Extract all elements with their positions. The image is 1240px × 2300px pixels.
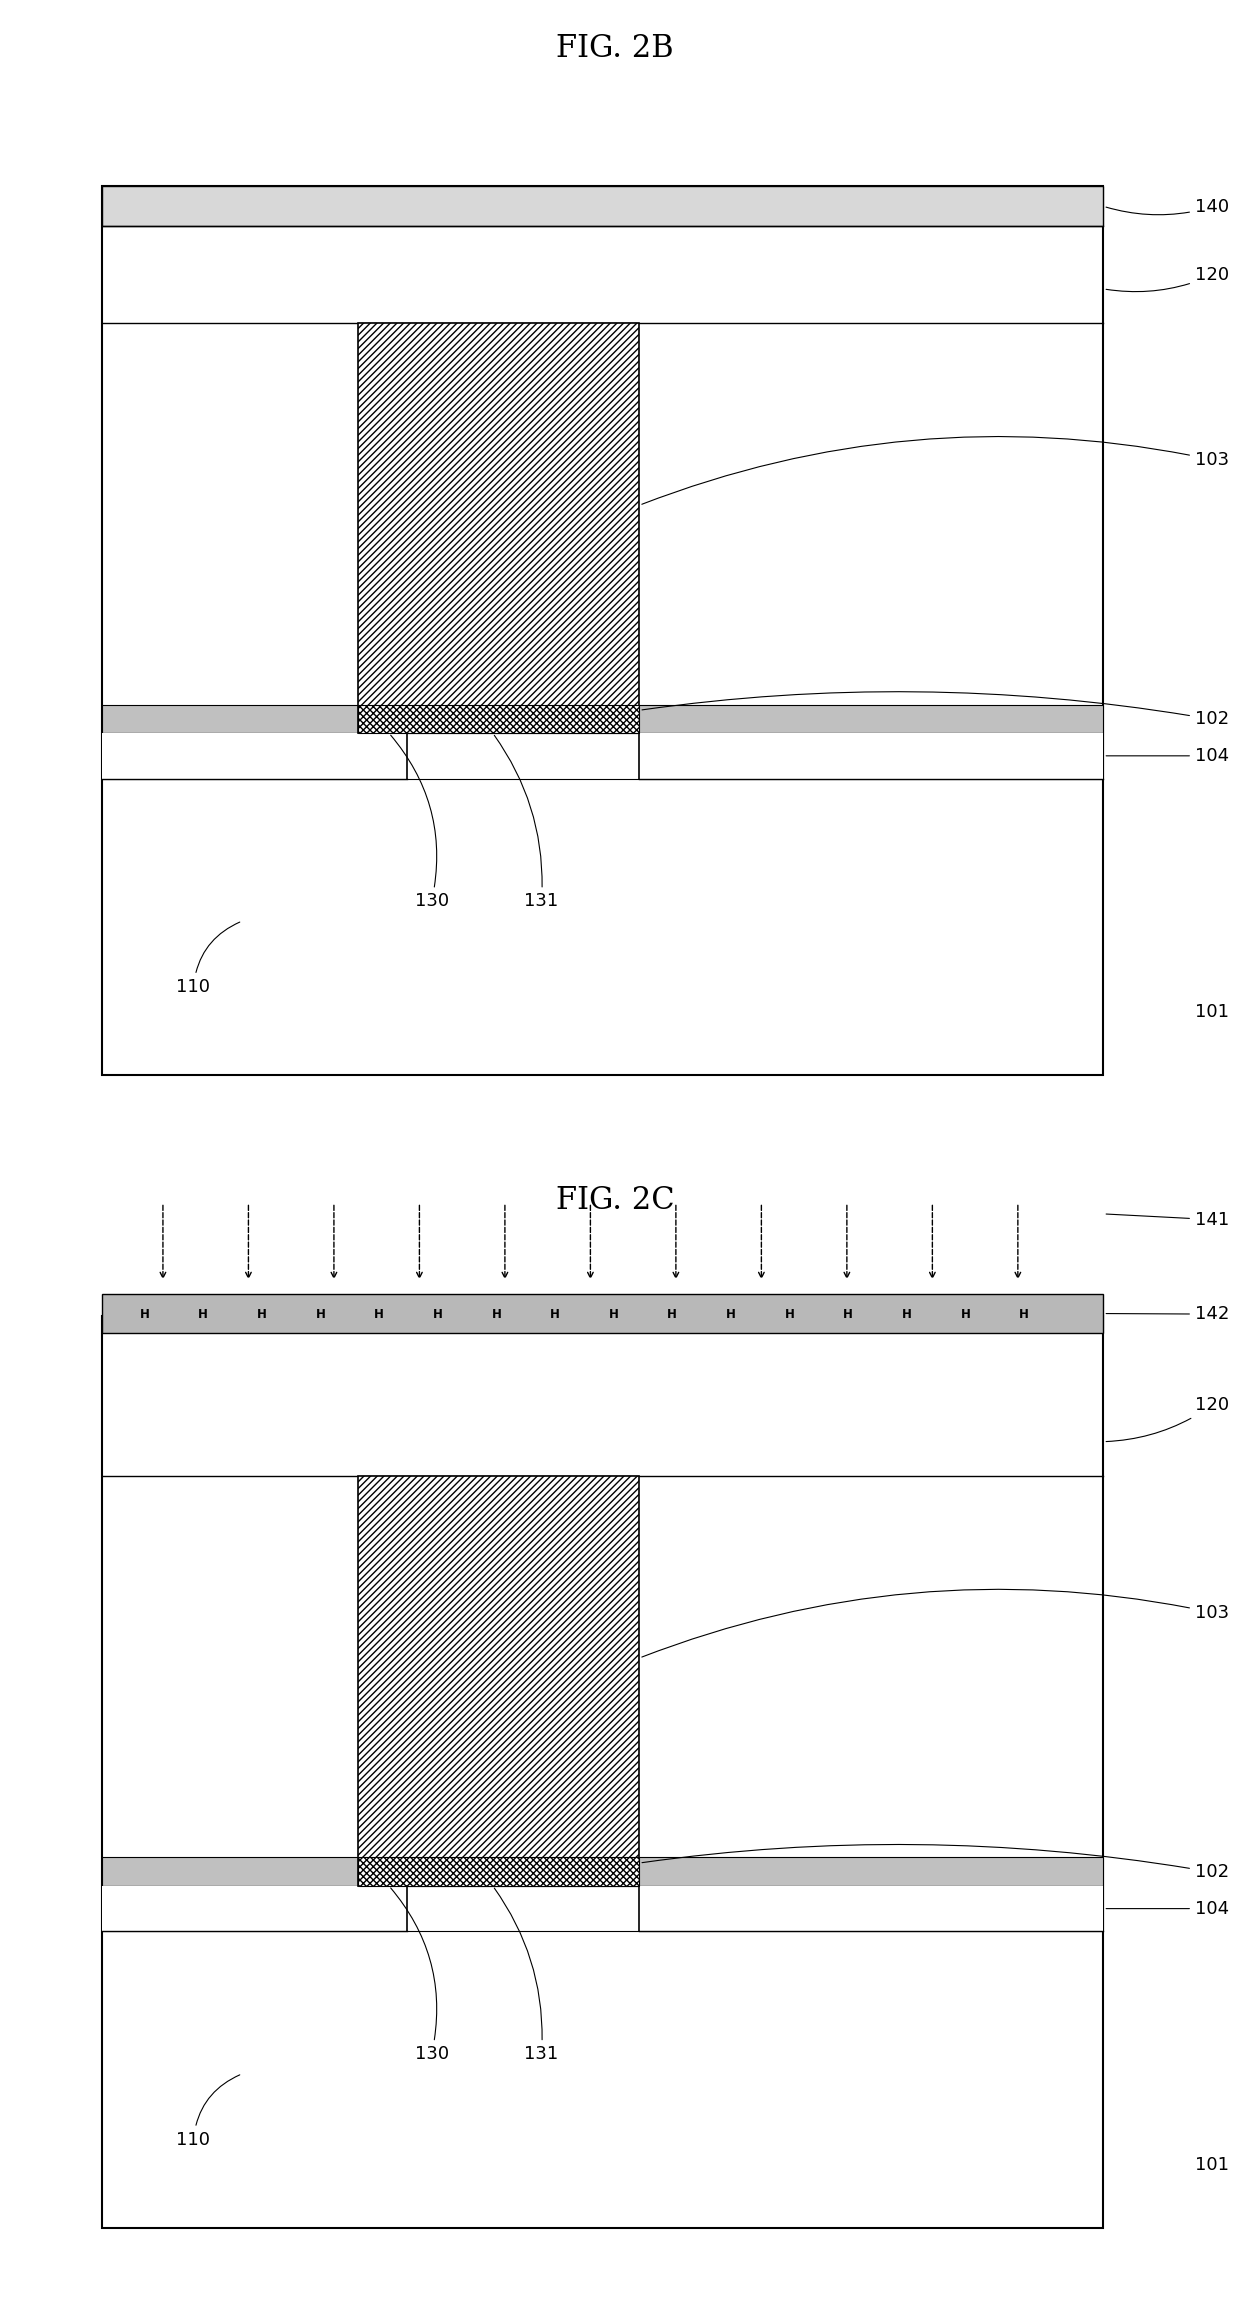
Bar	[102, 734, 407, 780]
Text: 101: 101	[1195, 1003, 1229, 1021]
Bar	[102, 186, 1104, 225]
Text: 104: 104	[1106, 748, 1229, 766]
Text: 131: 131	[495, 736, 559, 911]
Bar	[102, 1886, 407, 1932]
Text: 101: 101	[1195, 2155, 1229, 2173]
Text: 103: 103	[642, 1589, 1229, 1656]
Text: FIG. 2B: FIG. 2B	[556, 32, 673, 64]
Text: 120: 120	[1106, 267, 1229, 292]
Text: 131: 131	[495, 1888, 559, 2063]
Text: H: H	[198, 1309, 208, 1320]
Text: H: H	[785, 1309, 795, 1320]
Bar	[102, 1293, 1104, 1334]
Text: 102: 102	[642, 692, 1229, 729]
Text: H: H	[433, 1309, 443, 1320]
Bar	[102, 734, 1104, 780]
Text: FIG. 2C: FIG. 2C	[556, 1184, 675, 1217]
Text: 130: 130	[391, 1888, 449, 2063]
Bar	[102, 1858, 1104, 1886]
Text: H: H	[551, 1309, 560, 1320]
Text: 102: 102	[642, 1845, 1229, 1881]
Text: 104: 104	[1106, 1900, 1229, 1918]
Text: 110: 110	[176, 922, 239, 996]
Bar	[102, 186, 1104, 1074]
Text: 120: 120	[1106, 1396, 1229, 1442]
Text: H: H	[140, 1309, 150, 1320]
Bar	[102, 1886, 1104, 1932]
Text: 140: 140	[1106, 198, 1229, 216]
Text: H: H	[725, 1309, 735, 1320]
Text: H: H	[843, 1309, 853, 1320]
Text: H: H	[609, 1309, 619, 1320]
Text: 103: 103	[642, 437, 1229, 504]
Text: H: H	[257, 1309, 267, 1320]
Bar	[358, 1477, 640, 1886]
Text: 130: 130	[391, 736, 449, 911]
Bar	[102, 1316, 1104, 2226]
Text: H: H	[491, 1309, 501, 1320]
Bar	[640, 734, 1104, 780]
Text: H: H	[1019, 1309, 1029, 1320]
Text: H: H	[667, 1309, 677, 1320]
Text: H: H	[961, 1309, 970, 1320]
Bar	[358, 1858, 640, 1886]
Bar	[358, 322, 640, 734]
Text: 141: 141	[1106, 1210, 1229, 1228]
Text: 110: 110	[176, 2075, 239, 2148]
Bar	[640, 1886, 1104, 1932]
Bar	[102, 704, 1104, 734]
Text: H: H	[374, 1309, 384, 1320]
Text: H: H	[901, 1309, 911, 1320]
Text: H: H	[315, 1309, 325, 1320]
Bar	[358, 704, 640, 734]
Text: 142: 142	[1106, 1304, 1229, 1322]
